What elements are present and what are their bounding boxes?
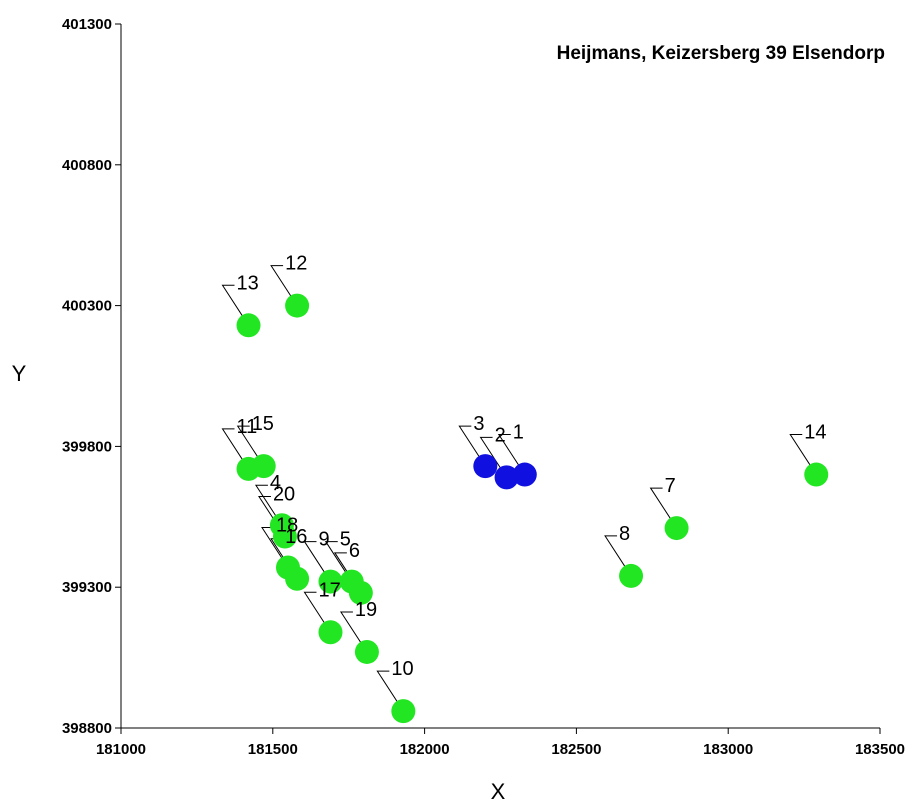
x-tick-label: 183000: [703, 741, 753, 758]
data-point: [236, 313, 261, 338]
point-label: 10: [391, 658, 413, 680]
label-leader: [324, 541, 353, 582]
data-point: [512, 462, 537, 487]
y-axis-title: Y: [12, 361, 27, 386]
chart-title: Heijmans, Keizersberg 39 Elsendorp: [557, 43, 885, 64]
data-point: [619, 563, 644, 588]
y-tick-label: 401300: [62, 16, 112, 33]
data-point: [318, 569, 343, 594]
point-label: 9: [318, 529, 329, 551]
point-label: 14: [804, 422, 826, 444]
x-tick-label: 183500: [855, 741, 905, 758]
point-label: 17: [318, 579, 340, 601]
data-point: [804, 462, 829, 487]
label-leader: [254, 484, 283, 526]
point-label: 7: [665, 475, 676, 497]
point-label: 13: [237, 272, 259, 294]
point-label: 5: [340, 529, 351, 551]
y-tick-label: 399300: [62, 579, 112, 596]
point-label: 20: [273, 484, 295, 506]
data-point: [354, 639, 379, 664]
data-point: [664, 516, 689, 541]
label-leader: [376, 670, 404, 712]
data-point: [272, 524, 297, 549]
data-point: [494, 465, 519, 490]
point-label: 16: [285, 526, 307, 548]
point-label: 4: [270, 472, 281, 494]
y-tick-label: 398800: [62, 720, 112, 737]
data-point: [275, 555, 300, 580]
x-tick-label: 181000: [96, 741, 146, 758]
point-label: 3: [473, 413, 484, 435]
label-leader: [303, 591, 331, 633]
point-label: 2: [495, 424, 506, 446]
label-leader: [604, 535, 632, 577]
x-tick-label: 182500: [551, 741, 601, 758]
point-label: 15: [252, 413, 274, 435]
x-tick-label: 182000: [400, 741, 450, 758]
axes: [120, 24, 880, 729]
data-point: [285, 293, 310, 318]
label-leader: [339, 611, 368, 653]
ticks: 181000 181500 182000 182500 183000 183500 3988…: [62, 16, 905, 758]
label-leader: [458, 425, 486, 467]
label-leader: [649, 487, 678, 529]
point-label: 6: [349, 540, 360, 562]
data-point: [348, 580, 373, 605]
point-label: 18: [276, 514, 298, 536]
label-leader: [221, 428, 249, 470]
label-leader: [497, 434, 526, 475]
label-leader: [261, 526, 289, 568]
point-label: 19: [355, 599, 377, 621]
label-leaders: [221, 265, 817, 712]
label-leader: [479, 436, 507, 478]
point-label: 12: [285, 253, 307, 275]
label-leader: [221, 284, 249, 326]
label-leader: [236, 425, 265, 467]
label-leader: [270, 265, 298, 306]
point-label: 11: [237, 416, 258, 438]
x-tick-label: 181500: [248, 741, 298, 758]
x-axis-title: X: [491, 779, 506, 803]
y-tick-label: 400300: [62, 298, 112, 315]
point-label: 8: [619, 523, 630, 545]
label-leader: [789, 434, 817, 475]
data-point: [318, 620, 343, 645]
y-tick-label: 400800: [62, 157, 112, 174]
data-points: [236, 293, 829, 724]
data-point: [473, 454, 498, 479]
data-point: [251, 454, 276, 479]
label-leader: [303, 541, 331, 582]
point-label: 1: [513, 422, 524, 444]
data-point: [391, 699, 416, 724]
y-tick-label: 399800: [62, 438, 112, 455]
